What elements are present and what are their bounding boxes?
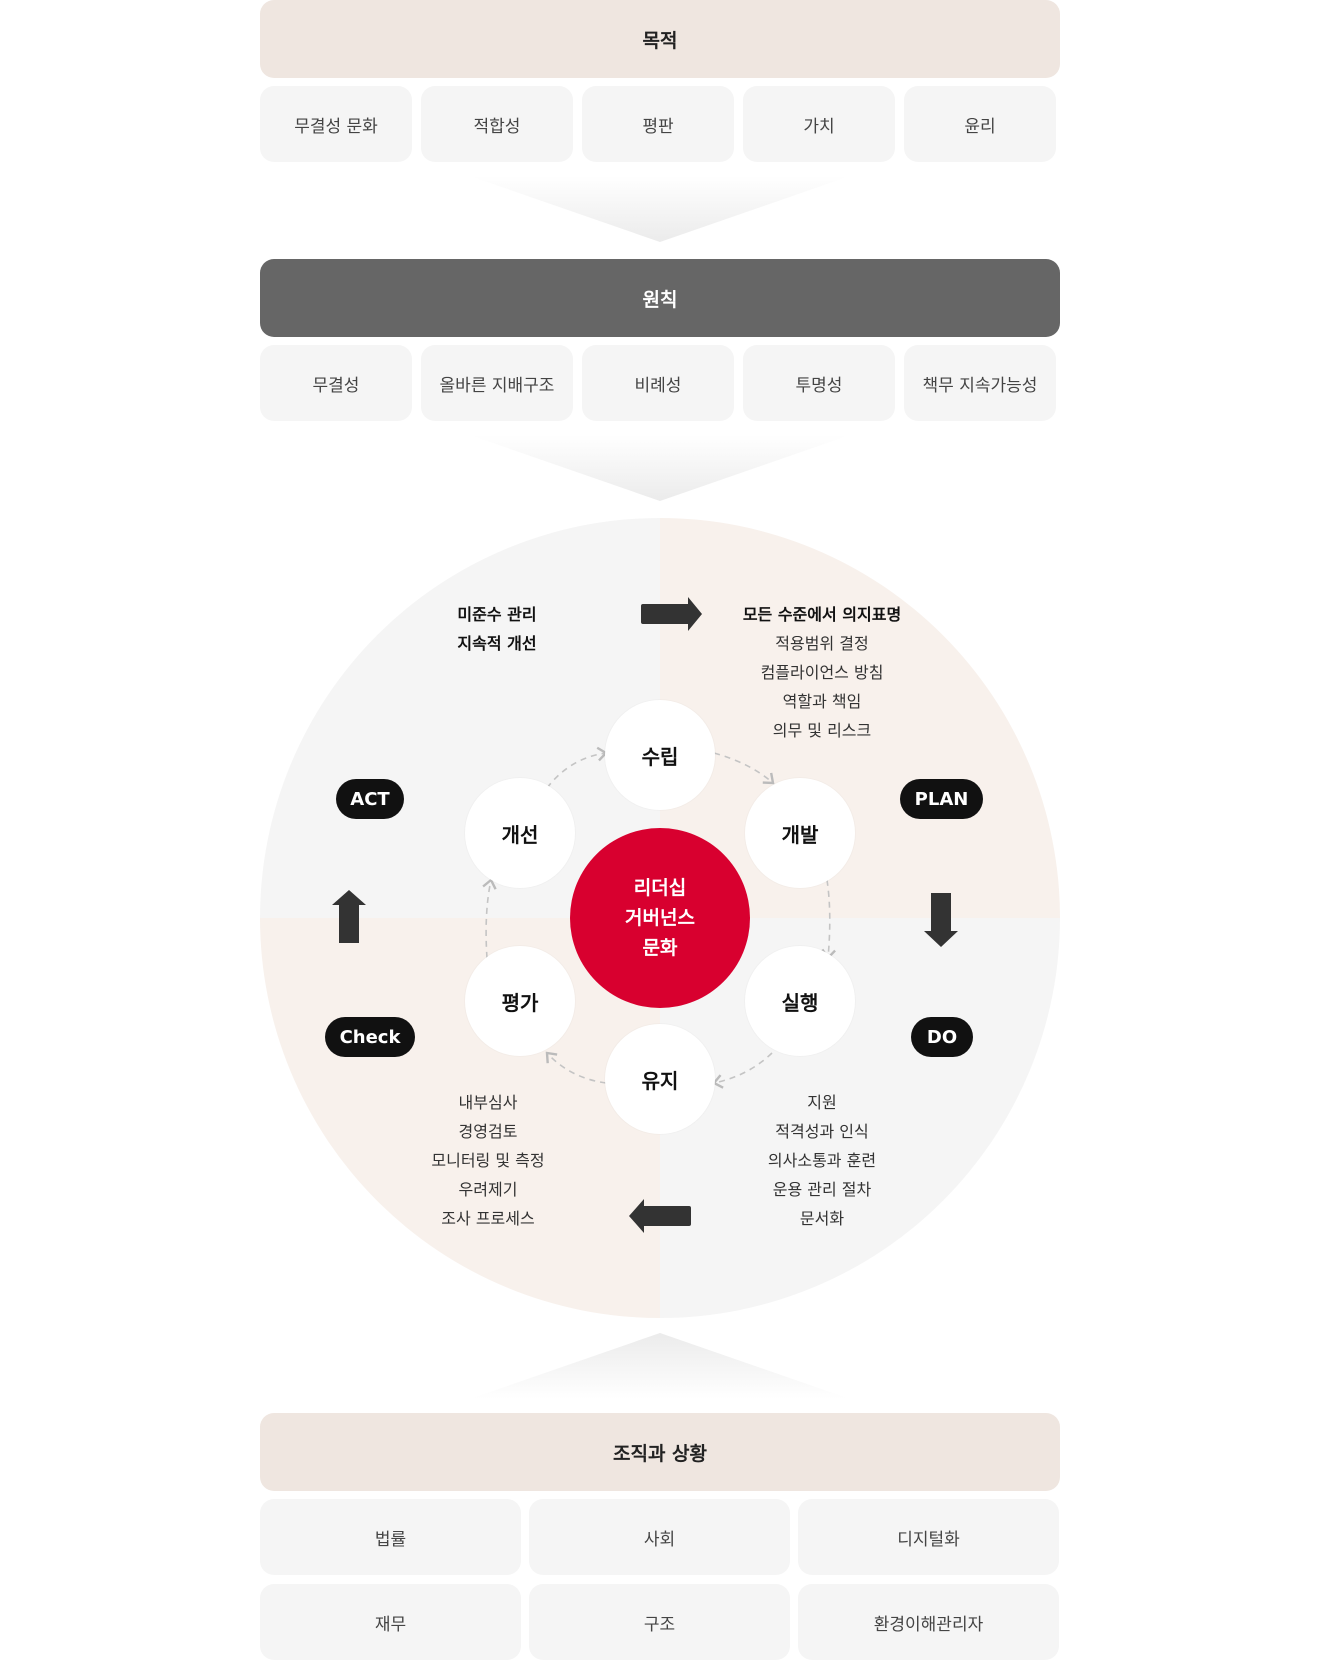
connector-evaluate-improve: [482, 878, 497, 959]
center-circle: 리더십 거버넌스 문화: [570, 828, 750, 1008]
connector-establish-develop: [713, 752, 775, 785]
node-evaluate: 평가: [465, 946, 575, 1056]
act-badge: ACT: [336, 779, 404, 819]
plan-item: 모든 수준에서 의지표명: [742, 605, 902, 624]
context-item: 법률: [260, 1499, 521, 1575]
purpose-item: 윤리: [904, 86, 1056, 162]
act-item-list: 미준수 관리 지속적 개선: [377, 600, 617, 658]
context-item: 재무: [260, 1584, 521, 1660]
plan-item: 의무 및 리스크: [772, 721, 872, 740]
down-arrow-icon: [924, 893, 958, 947]
plan-item: 컴플라이언스 방침: [760, 663, 884, 682]
principle-item: 비례성: [582, 345, 734, 421]
down-funnel-arrow-2: [470, 435, 850, 501]
purpose-item: 무결성 문화: [260, 86, 412, 162]
purpose-header: 목적: [260, 0, 1060, 78]
do-item: 문서화: [799, 1209, 845, 1228]
context-header: 조직과 상황: [260, 1413, 1060, 1491]
check-badge: Check: [325, 1017, 415, 1057]
check-item: 우려제기: [458, 1180, 518, 1199]
plan-item: 역할과 책임: [782, 692, 862, 711]
check-item: 조사 프로세스: [441, 1209, 535, 1228]
principle-item: 책무 지속가능성: [904, 345, 1056, 421]
principles-title: 원칙: [642, 288, 678, 311]
node-establish: 수립: [605, 700, 715, 810]
node-improve: 개선: [465, 778, 575, 888]
connector-execute-maintain: [712, 1052, 773, 1089]
plan-item-list: 모든 수준에서 의지표명 적용범위 결정 컴플라이언스 방침 역할과 책임 의무…: [702, 600, 942, 745]
do-item: 적격성과 인식: [775, 1122, 869, 1141]
purpose-item: 적합성: [421, 86, 573, 162]
down-funnel-arrow-1: [470, 176, 850, 242]
center-line: 리더십: [633, 877, 687, 899]
center-line: 거버넌스: [625, 907, 695, 929]
do-item: 지원: [807, 1093, 837, 1112]
up-arrow-icon: [332, 890, 366, 943]
node-maintain: 유지: [605, 1024, 715, 1134]
purpose-item: 평판: [582, 86, 734, 162]
center-line: 문화: [642, 937, 678, 959]
connector-improve-establish: [546, 746, 608, 789]
do-item-list: 지원 적격성과 인식 의사소통과 훈련 운용 관리 절차 문서화: [702, 1088, 942, 1233]
node-execute: 실행: [745, 946, 855, 1056]
plan-item: 적용범위 결정: [775, 634, 869, 653]
purpose-item: 가치: [743, 86, 895, 162]
context-item: 구조: [529, 1584, 790, 1660]
principle-item: 무결성: [260, 345, 412, 421]
connector-maintain-evaluate: [545, 1051, 607, 1084]
principles-header: 원칙: [260, 259, 1060, 337]
context-item: 사회: [529, 1499, 790, 1575]
check-item: 내부심사: [458, 1093, 518, 1112]
act-item: 지속적 개선: [457, 634, 537, 653]
purpose-title: 목적: [642, 29, 678, 52]
connector-develop-execute: [821, 879, 836, 960]
up-funnel-arrow: [470, 1333, 850, 1399]
node-develop: 개발: [745, 778, 855, 888]
act-item: 미준수 관리: [457, 605, 537, 624]
check-item: 경영검토: [458, 1122, 518, 1141]
context-item: 디지털화: [798, 1499, 1059, 1575]
check-item-list: 내부심사 경영검토 모니터링 및 측정 우려제기 조사 프로세스: [368, 1088, 608, 1233]
do-item: 운용 관리 절차: [772, 1180, 872, 1199]
do-badge: DO: [911, 1017, 973, 1057]
context-item: 환경이해관리자: [798, 1584, 1059, 1660]
context-title: 조직과 상황: [612, 1442, 707, 1465]
plan-badge: PLAN: [900, 779, 983, 819]
check-item: 모니터링 및 측정: [431, 1151, 545, 1170]
left-arrow-icon: [629, 1199, 691, 1233]
principle-item: 올바른 지배구조: [421, 345, 573, 421]
principle-item: 투명성: [743, 345, 895, 421]
right-arrow-icon: [641, 597, 702, 631]
do-item: 의사소통과 훈련: [767, 1151, 877, 1170]
